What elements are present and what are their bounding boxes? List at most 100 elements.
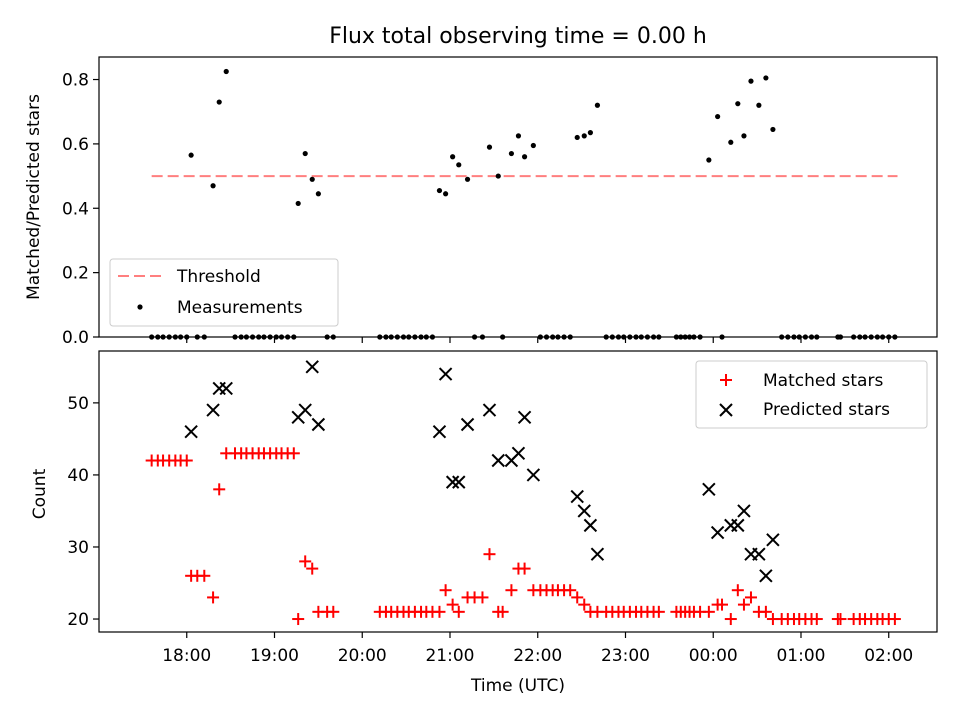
count-x-tick-label: 00:00 [689,646,738,666]
measurement-point [587,130,593,136]
matched-star-point [180,454,193,467]
matched-star-point [702,605,715,618]
matched-star-point [287,447,300,460]
count-y-ticks: 20 30 40 50 [67,394,99,630]
measurement-point [495,173,501,179]
count-x-tick-label: 20:00 [338,646,387,666]
predicted-star-point [766,533,780,547]
matched-star-point [306,562,319,575]
measurement-point [756,102,762,108]
measurement-point [574,134,580,141]
predicted-star-point [590,547,605,561]
measurement-point [521,154,528,160]
legend-predicted-label: Predicted stars [763,400,890,420]
predicted-star-point [517,410,532,424]
count-y-tick-label: 20 [67,610,89,630]
count-panel: Count Time (UTC) 20 30 40 50 18:00 19:00 20:0… [30,350,938,696]
ratio-y-axis-label: Matched/Predicted stars [24,94,44,300]
measurement-point [581,133,587,139]
measurement-point [443,191,449,197]
predicted-star-point [737,504,751,518]
measurement-point [486,144,493,150]
predicted-star-point [460,417,475,432]
chart-title: Flux total observing time = 0.00 h [329,24,707,49]
predicted-star-point [752,547,766,561]
matched-star-point [810,613,823,626]
matched-star-point [744,591,757,604]
matched-star-point [578,598,591,611]
legend-measurements-swatch [137,304,143,310]
count-y-axis-label: Count [30,468,50,519]
measurement-point [315,191,321,197]
predicted-star-point [184,424,198,439]
measurement-point [188,152,194,158]
measurement-point [456,162,462,168]
matched-star-point [724,613,737,626]
measurement-point [748,78,754,84]
predicted-star-point [702,482,716,497]
legend-predicted-swatch [719,403,733,417]
predicted-star-point [445,475,460,489]
measurement-point [295,200,301,207]
measurement-point [436,187,443,194]
matched-star-point [213,483,226,496]
measurement-point [464,176,471,182]
measurement-point [735,101,741,107]
measurement-point [763,75,769,81]
count-x-tick-label: 23:00 [601,646,650,666]
measurement-point [210,183,216,189]
count-y-tick-label: 50 [67,394,89,414]
count-x-ticks: 18:00 19:00 20:00 21:00 22:00 23:00 00:00 01:00… [162,632,913,666]
matched-star-point [327,605,340,618]
predicted-star-point [526,468,541,482]
predicted-star-point [438,367,453,381]
predicted-star-point [577,504,591,518]
count-y-tick-label: 30 [67,538,89,558]
predicted-star-point [759,569,773,583]
measurement-point [216,99,222,105]
matched-star-point [299,555,312,568]
count-x-tick-label: 01:00 [776,646,825,666]
predicted-star-point [432,424,447,439]
legend-threshold-label: Threshold [176,267,261,287]
measurement-point [223,68,229,75]
matched-star-point [571,591,584,604]
matched-star-point [433,605,446,618]
measurement-point [706,157,712,163]
matched-star-point [652,605,665,618]
predicted-star-point [710,525,725,540]
matched-star-point [292,613,305,626]
count-plot-frame [98,350,938,633]
count-x-tick-label: 21:00 [425,646,474,666]
count-x-tick-label: 19:00 [250,646,299,666]
predicted-star-point [482,403,497,417]
matched-star-point [198,569,211,582]
matched-star-point [446,598,459,611]
measurement-point [515,133,522,139]
predicted-star-point [452,475,466,489]
matched-star-point [439,584,452,597]
count-points [145,360,901,626]
count-y-tick-label: 40 [67,466,89,486]
ratio-legend: Threshold Measurements [109,258,339,327]
matched-star-point [483,548,496,561]
measurement-point [715,113,721,120]
ratio-y-tick-label: 0.8 [62,71,89,91]
ratio-y-tick-label: 0.4 [62,199,89,219]
matched-star-point [834,613,847,626]
legend-matched-label: Matched stars [763,371,883,391]
matched-star-point [207,591,220,604]
predicted-star-point [491,453,505,468]
count-x-tick-label: 22:00 [513,646,562,666]
matched-star-point [496,605,509,618]
ratio-panel: Flux total observing time = 0.00 h Match… [24,24,938,348]
predicted-star-point [311,417,326,432]
predicted-star-point [206,403,220,417]
ratio-legend-box [109,258,339,327]
measurement-point [728,139,734,145]
ratio-plot-frame [98,56,938,338]
legend-measurements-label: Measurements [177,298,303,318]
predicted-star-point [511,446,526,461]
matched-star-point [759,605,772,618]
